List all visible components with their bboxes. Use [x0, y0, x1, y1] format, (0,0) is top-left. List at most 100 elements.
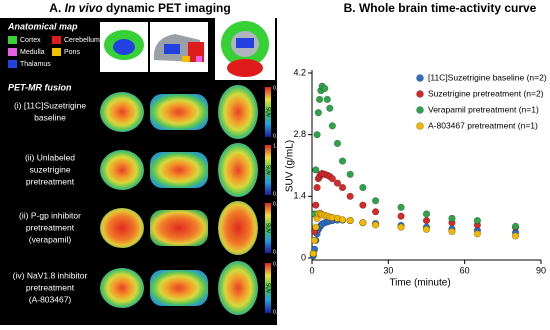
y-axis-label: SUV (g/mL) — [285, 140, 296, 192]
data-point — [346, 170, 354, 178]
data-point — [312, 166, 320, 174]
pet-sagittal — [150, 210, 208, 246]
data-point — [422, 225, 431, 233]
row-label: (A-803467) — [29, 294, 72, 304]
row-label: (verapamil) — [29, 234, 72, 244]
colorbar — [265, 145, 271, 195]
chart-title: B. Whole brain time-activity curve — [344, 1, 537, 15]
row-label: baseline — [34, 112, 66, 122]
region-label: Cortex — [20, 37, 41, 44]
colorbar — [265, 87, 271, 137]
colorbar-min: 0.0 — [273, 133, 280, 139]
region-label: Pons — [64, 49, 80, 56]
pet-axial — [218, 261, 258, 315]
colorbar — [265, 203, 271, 253]
row-label: (iv) NaV1.8 inhibitor — [13, 270, 88, 280]
x-axis-label: Time (minute) — [389, 278, 450, 289]
colorbar-unit: SUV — [265, 165, 271, 176]
data-point — [473, 216, 481, 225]
data-point — [323, 95, 331, 104]
data-point — [313, 131, 321, 139]
data-point — [397, 223, 405, 231]
colorbar-unit: SUV — [265, 223, 271, 234]
data-point — [511, 222, 520, 230]
data-point — [333, 139, 342, 148]
row-label: (i) [11C]Suzetrigine — [14, 100, 86, 110]
region-label: Cerebellum — [64, 37, 100, 44]
colorbar-min: 0.0 — [273, 249, 280, 255]
pet-coronal — [100, 92, 144, 132]
pet-coronal — [100, 268, 144, 308]
region-label: Thalamus — [20, 61, 51, 68]
data-point — [313, 183, 321, 192]
data-point — [321, 84, 329, 93]
data-point — [316, 95, 324, 104]
data-point — [397, 203, 405, 211]
anatomical-images — [100, 18, 275, 80]
pet-coronal — [100, 208, 144, 248]
data-point — [346, 192, 354, 200]
region-swatch — [8, 36, 17, 44]
data-point — [359, 201, 367, 209]
data-point — [511, 232, 520, 240]
x-tick-label: 90 — [536, 265, 546, 275]
data-point — [372, 208, 380, 216]
legend-marker — [416, 122, 424, 130]
colorbar-min: 0.0 — [273, 191, 280, 197]
data-point — [338, 157, 347, 165]
data-point — [338, 183, 347, 192]
pet-sagittal — [150, 152, 208, 188]
data-point — [372, 221, 380, 229]
row-label: (ii) Unlabeled — [25, 152, 75, 162]
pet-sagittal — [150, 94, 208, 130]
colorbar — [265, 263, 271, 313]
data-point — [312, 201, 320, 209]
legend-label: Suzetrigine pretreatment (n=2) — [428, 88, 544, 98]
legend-marker — [416, 90, 424, 98]
title-part: dynamic PET imaging — [103, 1, 231, 15]
pet-sagittal — [150, 270, 208, 306]
row-label: pretreatment — [26, 176, 75, 186]
pet-axial — [218, 85, 258, 139]
data-point — [346, 216, 354, 225]
region-swatch — [8, 48, 17, 56]
chart: B. Whole brain time-activity curve Time … — [285, 1, 547, 288]
data-point — [333, 179, 342, 187]
x-tick-label: 60 — [460, 265, 470, 275]
data-point — [312, 223, 320, 231]
colorbar-min: 0.0 — [273, 309, 280, 315]
data-point — [314, 109, 322, 117]
y-tick-label: 4.2 — [293, 67, 306, 77]
panel-a-title: A. In vivo dynamic PET imaging — [49, 1, 230, 15]
y-tick-label: 0 — [301, 252, 306, 262]
data-point — [328, 122, 336, 130]
legend-marker — [416, 74, 424, 82]
colorbar-max: 1.0 — [273, 143, 280, 149]
pet-axial — [218, 201, 258, 255]
title-part: In vivo — [65, 1, 103, 15]
region-label: Medulla — [20, 49, 45, 56]
data-point — [338, 216, 347, 224]
colorbar-max: 0.8 — [273, 261, 280, 267]
y-tick-label: 2.8 — [293, 129, 306, 139]
colorbar-max: 0.8 — [273, 201, 280, 207]
legend-label: Verapamil pretreatment (n=1) — [428, 104, 539, 114]
row-label: pretreatment — [26, 282, 75, 292]
data-point — [328, 175, 336, 183]
y-tick-label: 1.4 — [293, 191, 306, 201]
data-point — [448, 227, 456, 236]
colorbar-unit: SUV — [265, 283, 271, 294]
fusion-heading: PET-MR fusion — [8, 82, 72, 92]
row-label: pretreatment — [26, 222, 75, 232]
row-label: (ii) P-gp inhibitor — [19, 210, 81, 220]
anatomical-heading: Anatomical map — [7, 21, 78, 31]
data-point — [397, 212, 405, 220]
data-point — [372, 197, 380, 205]
region-swatch — [8, 60, 17, 68]
legend-label: A-803467 pretreatment (n=1) — [428, 120, 538, 130]
data-point — [359, 219, 367, 227]
data-point — [473, 230, 481, 238]
pet-axial — [218, 143, 258, 197]
